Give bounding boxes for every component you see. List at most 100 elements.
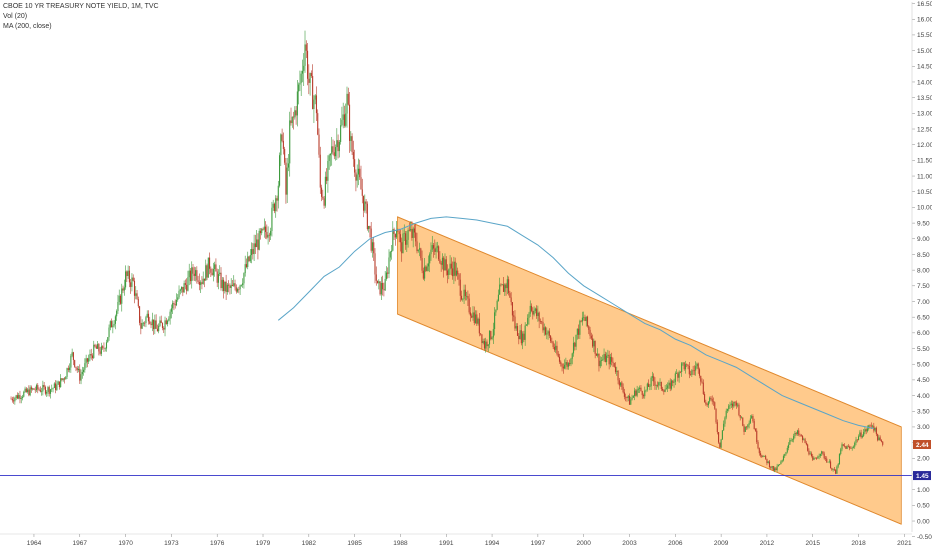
candle-body [107, 337, 109, 343]
candle-body [487, 344, 489, 347]
candle-body [182, 286, 184, 293]
candle-body [287, 163, 290, 168]
candle-body [468, 298, 470, 313]
candle-body [749, 418, 751, 423]
candle-body [144, 322, 146, 324]
regression-channel[interactable] [396, 216, 902, 525]
candle-body [739, 415, 741, 418]
candle-body [427, 263, 429, 267]
candle-body [457, 270, 459, 275]
candle-body [809, 453, 811, 455]
candle-body [281, 134, 283, 141]
candle-body [614, 366, 617, 372]
candle-body [41, 391, 43, 393]
candle-body [230, 284, 232, 288]
candle-body [63, 378, 66, 380]
candle-body [855, 439, 857, 443]
candle-body [490, 331, 492, 340]
y-tick-label: 1.00 [917, 487, 930, 494]
candle-body [653, 376, 655, 382]
candle-body [734, 401, 736, 403]
candle-body [585, 316, 587, 321]
candle-body [836, 466, 838, 474]
candle-body [570, 358, 572, 365]
candle-body [860, 432, 862, 438]
candle-body [336, 140, 338, 148]
y-tick-label: 13.00 [917, 111, 932, 118]
candle-body [723, 423, 725, 431]
candle-body [497, 294, 499, 301]
x-axis[interactable]: 1964 1967 1970 1973 1976 1979 1982 1985 1988 1991… [0, 533, 912, 547]
candle-body [528, 313, 530, 318]
candle-body [175, 300, 178, 306]
candle-body [659, 382, 661, 383]
candle-body [530, 305, 533, 311]
candle-body [878, 437, 880, 441]
candle-body [265, 226, 267, 233]
candle-body [434, 248, 436, 252]
candle-body [729, 404, 731, 406]
candle-body [681, 363, 683, 373]
candle-body [623, 392, 625, 397]
candle-body [805, 442, 807, 445]
candle-body [544, 327, 547, 335]
candle-body [553, 346, 555, 350]
candle-body [422, 270, 424, 279]
candle-body [312, 76, 314, 109]
candle-body [248, 256, 250, 262]
candle-body [572, 342, 575, 354]
candle-body [147, 313, 150, 322]
candle-body [235, 287, 237, 292]
candle-body [646, 383, 648, 390]
candle-body [481, 334, 483, 343]
candle-body [561, 363, 563, 367]
candle-body [672, 380, 674, 383]
y-tick-label: 14.00 [917, 79, 932, 86]
candle-body [352, 152, 354, 160]
channel-upper-edge[interactable] [397, 216, 902, 428]
candle-body [156, 328, 158, 332]
candle-body [62, 378, 64, 380]
candle-body [359, 168, 361, 178]
candle-body [44, 387, 46, 394]
candle-body [874, 427, 876, 431]
candle-body [29, 387, 31, 396]
candle-body [634, 390, 636, 396]
candle-body [565, 362, 567, 365]
candle-body [603, 354, 605, 360]
candle-body [375, 274, 377, 281]
candle-body [126, 271, 128, 276]
candle-body [11, 398, 13, 401]
candle-body [275, 198, 277, 212]
y-tick-label: 14.50 [917, 64, 932, 71]
candle-body [463, 289, 465, 300]
channel-lower-edge[interactable] [397, 313, 902, 525]
candle-body [712, 401, 715, 403]
candle-body [179, 289, 181, 291]
candle-body [299, 82, 301, 85]
y-tick-label: 7.00 [917, 299, 930, 306]
candle-body [720, 439, 722, 448]
x-tick-label: 1964 [27, 540, 42, 547]
candle-body [520, 330, 522, 344]
indicator-vol-label[interactable]: Vol (20) [3, 13, 28, 20]
candle-body [121, 288, 123, 304]
candle-body [25, 388, 27, 393]
candle-body [197, 280, 199, 282]
candle-body [474, 314, 477, 323]
candle-body [766, 458, 768, 464]
candle-body [130, 282, 132, 287]
x-tick-label: 1994 [485, 540, 500, 547]
candle-body [790, 440, 792, 441]
indicator-ma-label[interactable]: MA (200, close) [3, 23, 52, 30]
candle-body [383, 289, 385, 291]
candle-body [163, 327, 165, 330]
candle-body [632, 395, 634, 398]
candle-body [81, 371, 83, 375]
candle-body [272, 203, 274, 208]
candle-body [480, 333, 482, 335]
symbol-title[interactable]: CBOE 10 YR TREASURY NOTE YIELD, 1M, TVC [3, 3, 159, 10]
candle-body [284, 148, 286, 163]
candle-body [513, 315, 515, 317]
